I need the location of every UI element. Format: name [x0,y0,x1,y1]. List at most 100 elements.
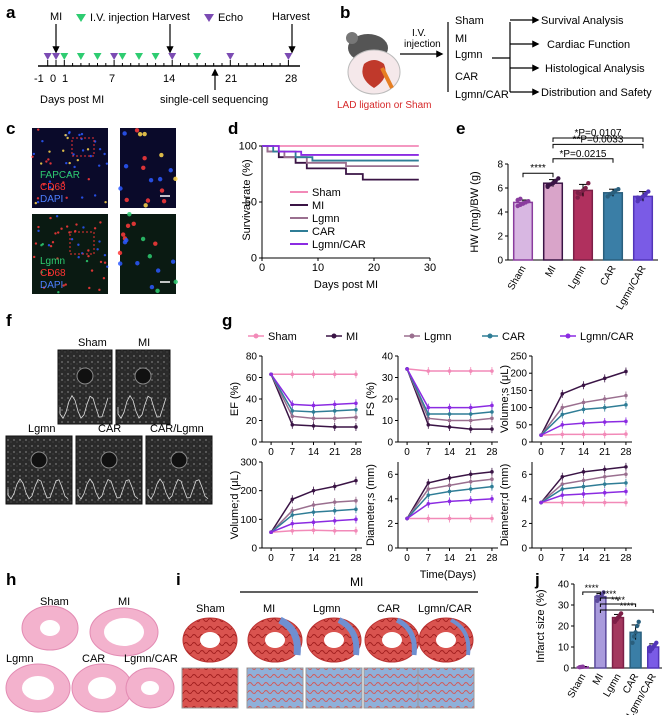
chart-x-tick-label: 14 [578,447,590,458]
g-data-point [269,530,273,535]
chart-j-bar [611,616,625,669]
c-cell-dot [36,200,40,204]
chart-x-tick-label: 0 [538,553,544,564]
c-cell-dot [62,149,65,152]
chart-e-data-point [635,195,640,200]
j-significance-bracket [599,597,619,601]
c-cell-dot [159,188,165,193]
h-label-mi: MI [118,596,130,608]
a-mi-label: MI [50,11,62,23]
chart-j-data-point [580,664,585,669]
g-legend-marker [409,333,415,339]
c-cell-dot [49,244,53,248]
c-cell-dot [173,279,178,285]
chart-j-ylabel: Infarct size (%) [535,589,547,662]
c-cell-dot [80,132,84,136]
chart-y-tick-label: 40 [246,395,258,406]
c-cell-dot [147,254,153,259]
chart-y-tick-label: 40 [558,580,570,591]
chart-y-tick-label: 4 [521,494,527,505]
c-cell-dot [170,259,176,264]
d-series-line [262,145,419,156]
panel-f-echo-images: Sham MI Lgmn CAR CAR/Lgmn [5,337,213,505]
chart-y-tick-label: 50 [516,420,528,431]
c-cell-dot [45,160,48,163]
g-legend-label: Lgmn [424,331,452,343]
c-cell-dot [142,131,147,137]
c-cell-dot [134,128,140,133]
c-cell-dot [159,152,164,158]
c-cell-dot [51,188,54,191]
chart-y-tick-label: 4 [387,494,393,505]
e-significance-label: *P=0.0107 [575,128,622,139]
a-injection-marker [118,53,127,60]
c-cell-dot [93,194,97,197]
f-echo-ventricle [134,367,152,385]
chart-e-ylabel: HW (mg)/BW (g) [469,171,481,252]
b-outcome-histology: Histological Analysis [545,63,645,75]
c-label-fapcar: FAPCAR [40,170,80,181]
f-echo-wave [117,394,167,420]
chart-x-tick-label: 28 [350,447,362,458]
chart-j-data-point [601,590,606,595]
panel-letter-h: h [6,570,16,589]
g-data-point [539,433,543,437]
c-cell-dot [78,133,81,137]
a-echo-marker [110,53,119,60]
c-cell-dot [140,236,146,242]
chart-y-tick-label: 200 [240,486,257,497]
chart-y-tick-label: 30 [558,601,570,612]
f-echo-ventricle [170,451,188,469]
c-cell-dot [120,232,126,237]
chart-y-tick-label: 8 [497,160,503,171]
a-echo-marker [52,53,60,60]
chart-j-data-point [633,630,638,635]
c-cell-dot [37,229,40,233]
chart-e-data-point [545,183,550,188]
c-cell-dot [149,284,155,290]
panel-c-microscopy: FAPCAR CD68 DAPI Lgmn CD68 DAPI [31,128,178,294]
c-cell-dot [47,158,50,161]
i-section-lumen [324,632,344,648]
chart-e-bar [632,195,654,261]
chart-e-data-point [616,187,621,192]
b-outcome-function: Cardiac Function [547,39,630,51]
j-significance-label: **** [611,595,626,605]
c-cell-dot [62,181,65,184]
c-cell-dot [65,161,68,165]
e-significance-bracket [552,137,644,142]
c-cell-dot [42,183,45,186]
a-legend-echo-triangle [204,14,214,22]
c-cell-dot [49,162,52,165]
c-cell-dot [124,197,129,203]
c-cell-dot [98,240,101,243]
chart-e-data-point [575,195,580,200]
chart-x-tick-label: 0 [268,447,274,458]
chart-x-tick-label: 21 [599,447,611,458]
a-echo-label: Echo [218,12,243,24]
c-cell-dot [77,256,80,259]
c-cell-dot [76,158,80,162]
chart-y-tick-label: 20 [382,395,394,406]
c-cell-dot [103,152,106,156]
c-cell-dot [41,243,44,246]
c-cell-dot [157,176,163,182]
chart-x-tick-label: 7 [290,553,296,564]
chart-e-data-point [518,196,523,201]
panel-b-schematic: LAD ligation or Sham I.V. injection Sham… [337,15,652,111]
chart-y-tick-label: 0 [497,256,503,267]
chart-j-data-point [654,640,659,645]
h-label-car: CAR [82,653,105,665]
a-injection-marker [135,53,143,60]
c-cell-dot [90,269,94,272]
chart-y-tick-label: 250 [510,352,527,363]
chart-e-data-point [646,189,651,194]
a-scseq-label: single-cell sequencing [160,94,268,106]
c-cell-dot [64,133,67,137]
b-group-mi: MI [455,33,467,45]
c-cell-dot [65,196,68,199]
c-cell-dot [142,155,147,161]
g-data-point [405,367,409,371]
chart-y-tick-label: 20 [558,622,570,633]
